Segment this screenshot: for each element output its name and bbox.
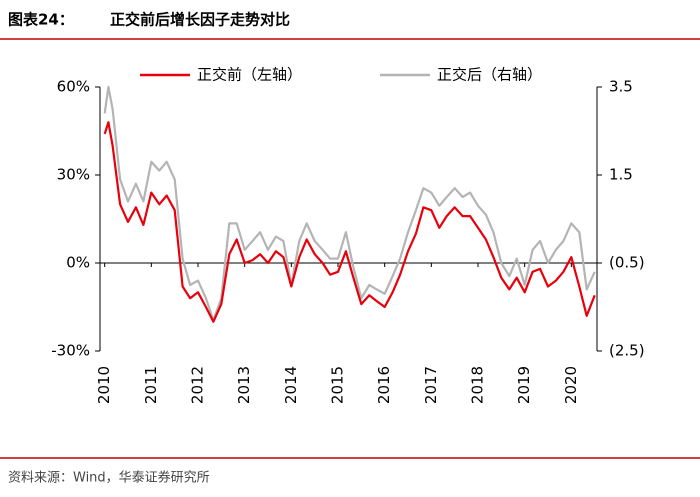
x-tick-label: 2010 [95,366,113,404]
x-tick-label: 2011 [142,366,160,404]
legend-label: 正交前（左轴） [197,66,302,84]
y2-tick-label: (2.5) [609,342,645,360]
y2-tick-label: (0.5) [609,254,645,272]
x-tick-label: 2020 [562,366,580,404]
x-tick-label: 2019 [515,366,533,404]
x-tick-label: 2014 [282,366,300,404]
y-tick-label: 0% [66,254,90,272]
y2-tick-label: 3.5 [609,78,633,96]
x-tick-label: 2013 [235,366,253,404]
x-tick-label: 2012 [189,366,207,404]
y2-tick-label: 1.5 [609,166,633,184]
y-tick-label: -30% [51,342,90,360]
x-tick-label: 2016 [375,366,393,404]
x-tick-label: 2017 [422,366,440,404]
line-series [103,121,596,323]
y-tick-label: 30% [57,166,90,184]
x-tick-label: 2018 [469,366,487,404]
chart-title: 正交前后增长因子走势对比 [110,11,290,29]
chart-title-label: 图表24： [8,11,74,29]
x-tick-label: 2015 [329,366,347,404]
y-tick-label: 60% [57,78,90,96]
line-series [103,85,596,322]
source: 资料来源：Wind，华泰证券研究所 [8,470,210,486]
legend-label: 正交后（右轴） [437,66,542,84]
